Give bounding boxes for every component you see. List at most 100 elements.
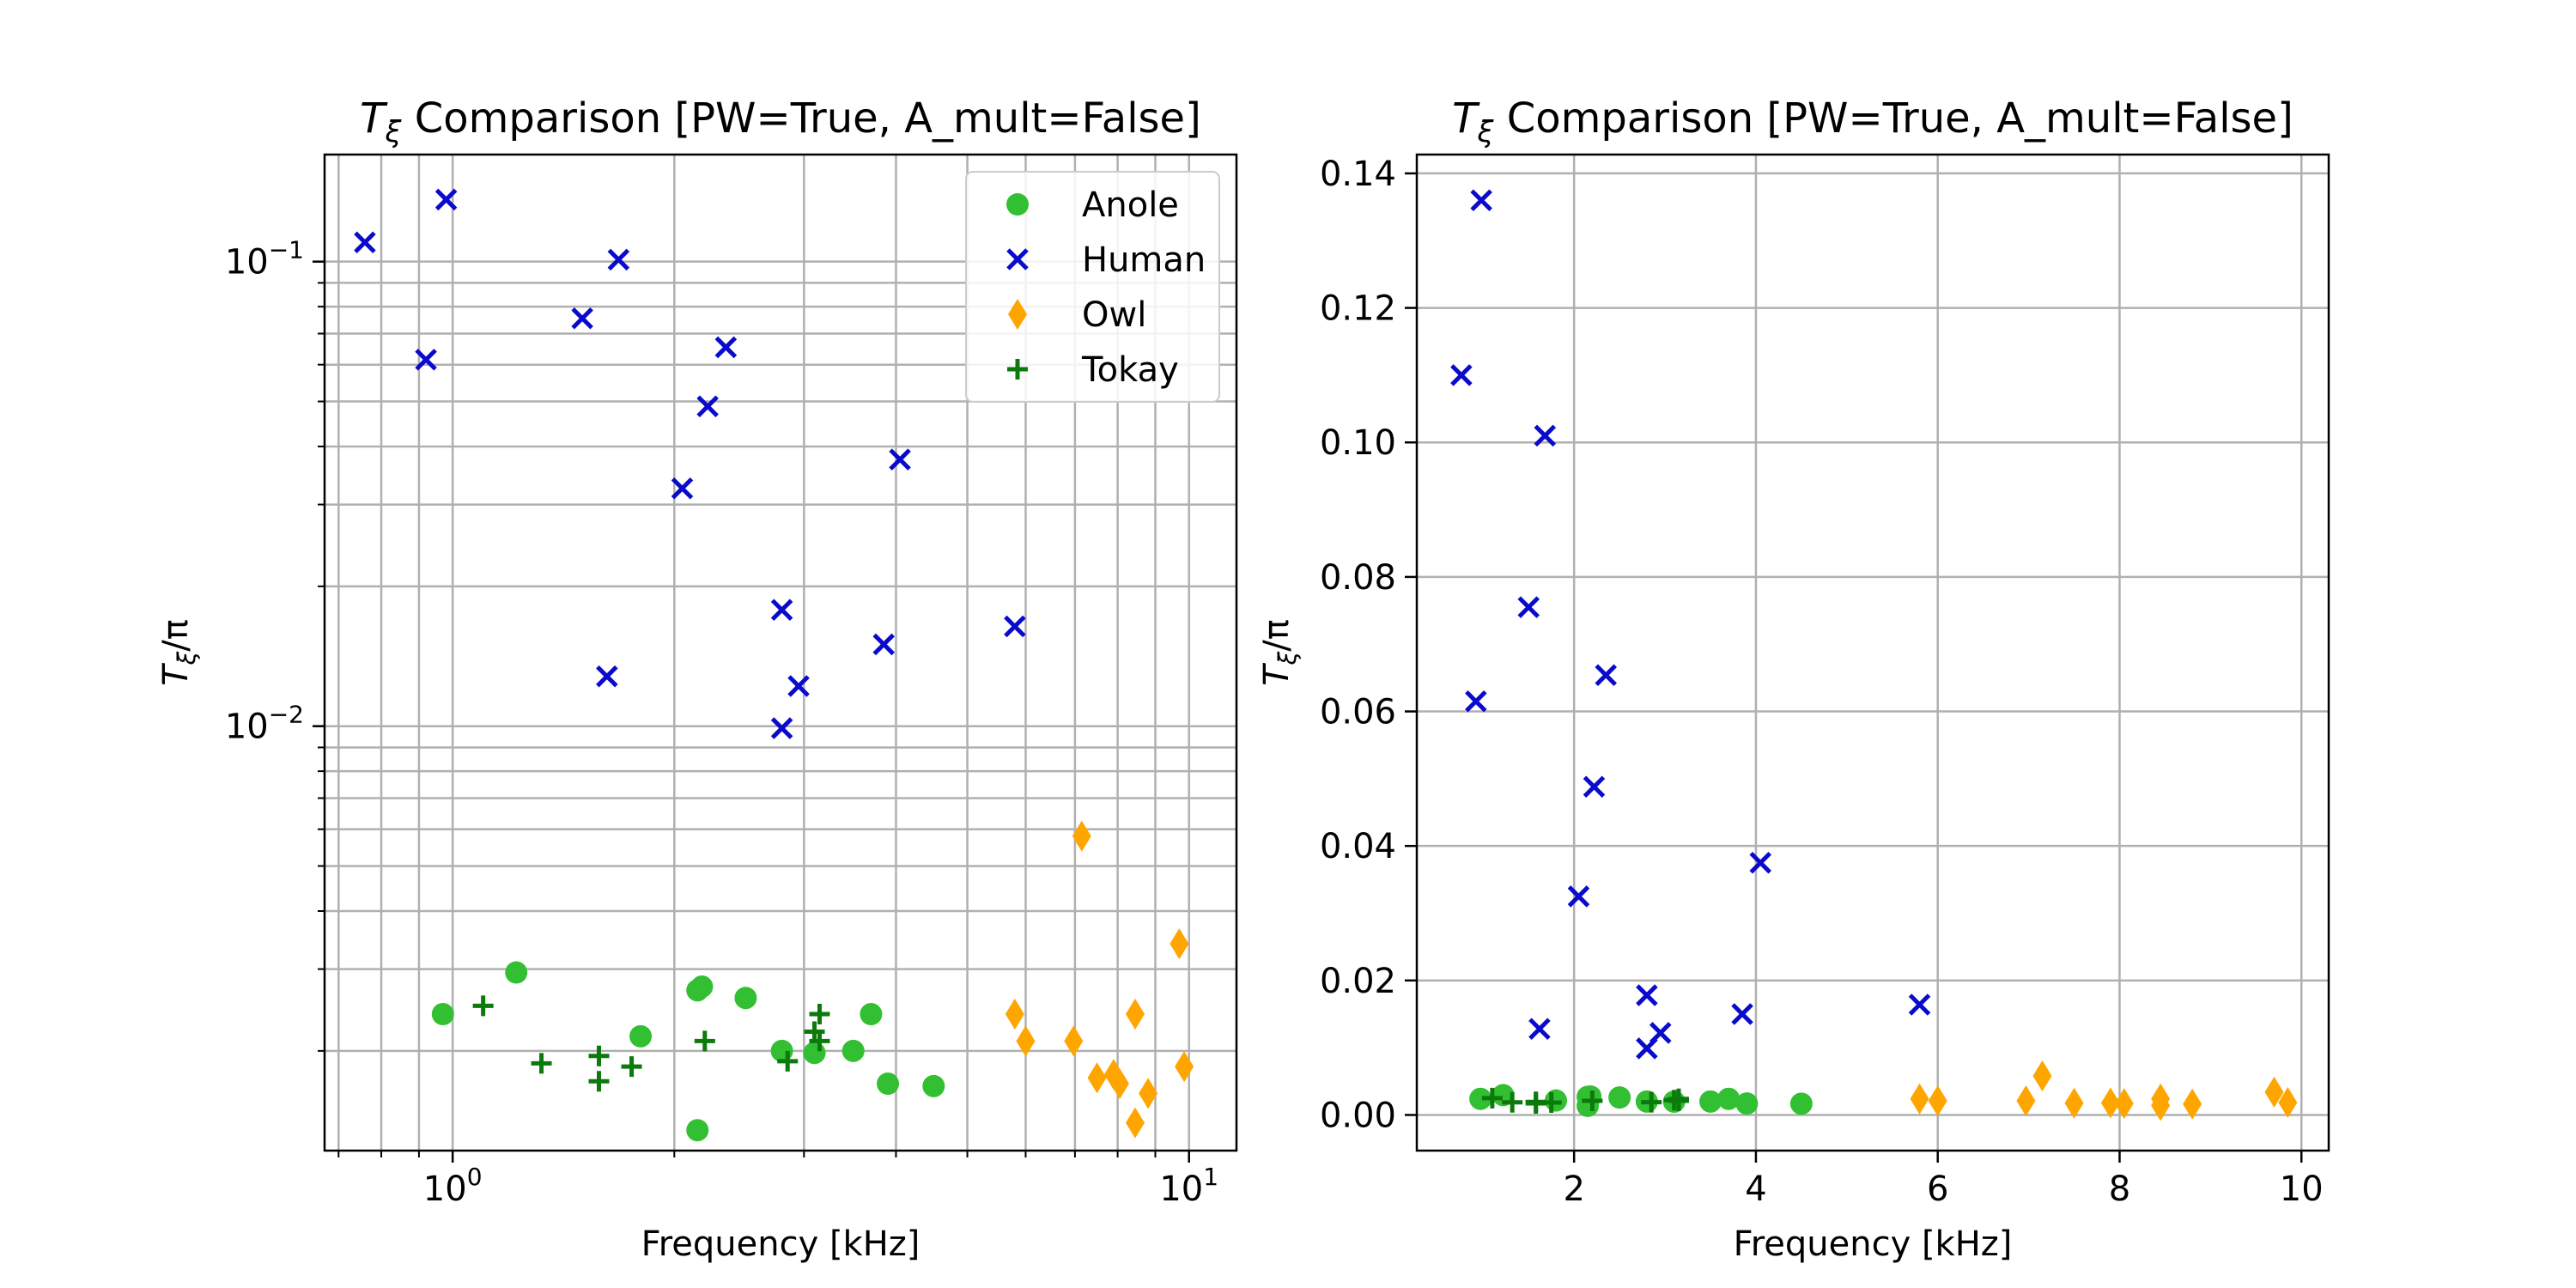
- legend-marker-anole: [1006, 193, 1029, 216]
- data-point-owl: [1064, 1025, 1084, 1057]
- tick-label-y: 10−1: [225, 236, 304, 283]
- data-point-anole: [690, 975, 714, 999]
- data-point-tokay: [1540, 1092, 1562, 1113]
- series-human: [1450, 189, 1931, 1060]
- x-axis-label: Frequency [kHz]: [1734, 1224, 2013, 1264]
- data-point-human: [1004, 615, 1026, 638]
- grid: [1417, 155, 2329, 1151]
- tick-label-y: 0.02: [1320, 962, 1396, 1001]
- tick-label-y: 0.14: [1320, 155, 1396, 194]
- tick-label-y: 0.00: [1320, 1096, 1396, 1135]
- data-point-tokay: [472, 995, 494, 1017]
- chart-title: Tξ Comparison [PW=True, A_mult=False]: [1452, 94, 2293, 149]
- data-point-anole: [803, 1042, 826, 1065]
- data-point-human: [770, 717, 793, 739]
- series-tokay: [1481, 1087, 1689, 1115]
- tick-label-y: 10−2: [225, 701, 304, 747]
- data-point-owl: [1087, 1062, 1107, 1094]
- tick-label-y: 0.04: [1320, 827, 1396, 866]
- series-anole: [431, 961, 945, 1142]
- data-point-owl: [1170, 928, 1189, 960]
- tick-label-x: 2: [1563, 1170, 1584, 1209]
- data-point-human: [1534, 424, 1557, 447]
- data-point-tokay: [809, 1004, 830, 1025]
- data-point-owl: [2114, 1088, 2134, 1120]
- data-point-tokay: [621, 1056, 642, 1078]
- data-point-human: [1908, 993, 1931, 1016]
- data-point-human: [1749, 851, 1772, 874]
- axes-frame: [1415, 153, 2330, 1152]
- data-point-anole: [1608, 1086, 1631, 1109]
- tick-label-x: 101: [1159, 1163, 1218, 1209]
- data-point-tokay: [1582, 1091, 1603, 1112]
- data-point-anole: [770, 1039, 793, 1062]
- data-point-human: [1528, 1018, 1551, 1040]
- legend-marker-tokay: [1007, 359, 1028, 380]
- data-points: [354, 188, 1194, 1142]
- data-point-anole: [860, 1003, 883, 1026]
- data-point-owl: [1928, 1085, 1947, 1117]
- ticks: 100 101 10−2 10−1: [225, 236, 1218, 1209]
- data-point-owl: [1109, 1068, 1129, 1100]
- data-point-anole: [1577, 1094, 1600, 1117]
- series-owl: [1005, 820, 1194, 1139]
- data-point-anole: [505, 961, 528, 984]
- data-point-human: [671, 477, 694, 500]
- data-point-human: [1583, 775, 1606, 799]
- data-point-owl: [2264, 1076, 2284, 1108]
- data-point-anole: [922, 1074, 945, 1097]
- tick-label-y: 0.08: [1320, 558, 1396, 598]
- data-point-tokay: [694, 1030, 715, 1052]
- series-human: [354, 188, 1026, 739]
- data-point-tokay: [777, 1050, 799, 1072]
- data-point-owl: [2151, 1083, 2171, 1115]
- data-point-owl: [1072, 820, 1091, 852]
- tick-label-y: 0.10: [1320, 423, 1396, 463]
- data-point-owl: [2100, 1087, 2120, 1119]
- data-point-human: [1636, 984, 1658, 1006]
- data-point-human: [714, 336, 738, 359]
- data-point-human: [415, 349, 437, 371]
- data-point-owl: [2278, 1086, 2298, 1118]
- tick-label-y: 0.06: [1320, 693, 1396, 732]
- data-point-human: [1567, 885, 1590, 908]
- data-point-tokay: [1668, 1091, 1689, 1112]
- data-point-owl: [2064, 1087, 2084, 1119]
- tick-label-x: 100: [423, 1163, 483, 1209]
- data-point-human: [889, 448, 911, 471]
- data-point-anole: [431, 1003, 454, 1026]
- data-point-human: [607, 248, 630, 271]
- legend: Anole Human Owl Tokay: [965, 171, 1220, 403]
- data-point-human: [787, 675, 810, 697]
- y-axis-label: Tξ/π: [1257, 619, 1302, 686]
- left-panel-log-scale: 100 101 10−2 10−1 Frequency [kHz] Tξ/π Tξ Comp…: [156, 94, 1238, 1264]
- legend-box: [965, 171, 1220, 403]
- tick-label-x: 8: [2109, 1170, 2130, 1209]
- legend-label-owl: Owl: [1082, 295, 1146, 335]
- data-point-owl: [1125, 1107, 1145, 1139]
- data-point-owl: [1125, 999, 1145, 1030]
- data-point-tokay: [1641, 1091, 1662, 1113]
- data-point-human: [596, 665, 618, 688]
- data-point-human: [1470, 189, 1492, 212]
- data-point-anole: [686, 1119, 709, 1142]
- data-point-human: [770, 598, 793, 621]
- data-point-anole: [877, 1072, 900, 1096]
- tick-label-y: 0.12: [1320, 289, 1396, 329]
- data-point-tokay: [588, 1071, 610, 1092]
- data-point-tokay: [1502, 1091, 1523, 1113]
- data-point-anole: [1789, 1092, 1813, 1115]
- data-point-owl: [1910, 1083, 1929, 1115]
- right-panel-linear-scale: 2 4 6 8 10 0.00 0.02 0.04 0.06 0.08 0.10 0.12 0.14 Fr…: [1257, 94, 2330, 1264]
- data-point-anole: [629, 1024, 653, 1048]
- legend-marker-human: [1006, 248, 1029, 270]
- data-point-owl: [2016, 1085, 2036, 1117]
- data-point-anole: [1699, 1090, 1722, 1113]
- data-point-tokay: [531, 1053, 552, 1074]
- tick-label-x: 6: [1927, 1170, 1948, 1209]
- legend-marker-owl: [1008, 299, 1027, 330]
- data-point-human: [1450, 364, 1473, 386]
- axes-frame: [323, 153, 1238, 1152]
- data-point-owl: [1016, 1025, 1036, 1057]
